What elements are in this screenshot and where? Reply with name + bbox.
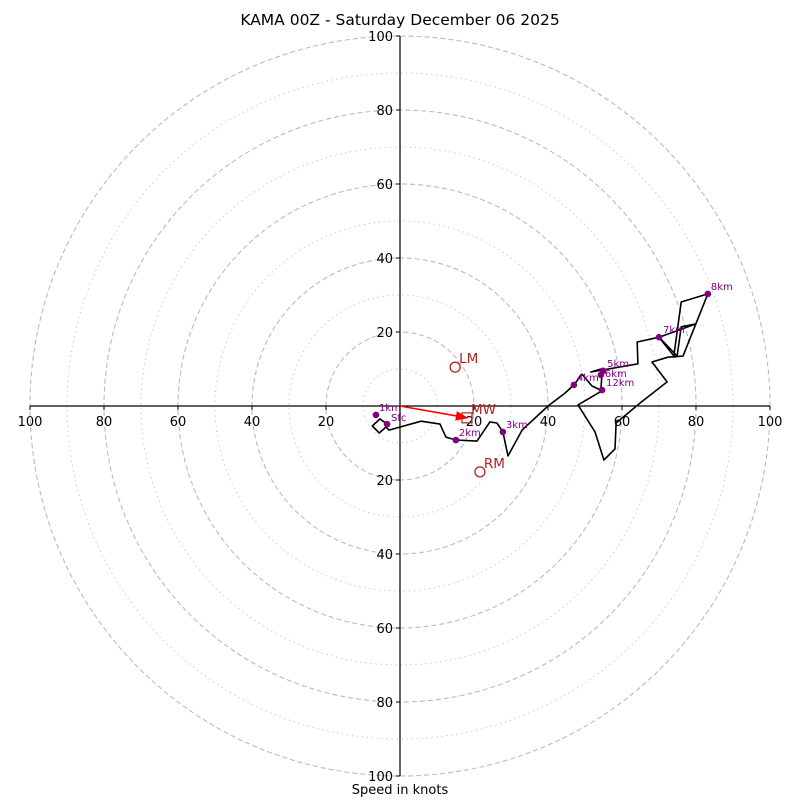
- height-marker-12km: [598, 386, 606, 394]
- axis-ticks: 100 80 60 40 20 20 40 60 80 100 100 80 60 40 20 20 40 60 8…: [18, 30, 783, 785]
- height-label-6km: 6km: [605, 369, 627, 380]
- x-axis-label: Speed in knots: [351, 783, 449, 798]
- height-marker-4km: [570, 381, 578, 389]
- x-tick-label: 40: [244, 415, 261, 430]
- x-tick-label: 20: [466, 415, 483, 430]
- height-label-4km: 4km: [577, 373, 599, 384]
- height-label-7km: 7km: [663, 325, 685, 336]
- y-tick-label: 80: [376, 104, 393, 119]
- y-tick-label: 20: [376, 474, 393, 489]
- y-tick-label: 100: [368, 30, 393, 45]
- height-label-5km: 5km: [607, 359, 629, 370]
- x-tick-label: 80: [688, 415, 705, 430]
- chart-title: KAMA 00Z - Saturday December 06 2025: [240, 11, 560, 29]
- y-tick-label: 60: [376, 622, 393, 637]
- storm-label-RM: RM: [484, 456, 505, 472]
- y-tick-label: 80: [376, 696, 393, 711]
- height-marker-7km: [655, 333, 663, 341]
- storm-marker-LM: [449, 361, 461, 373]
- height-marker-2km: [452, 436, 460, 444]
- x-tick-label: 100: [758, 415, 783, 430]
- x-tick-label: 40: [540, 415, 557, 430]
- storm-label-MW: MW: [471, 402, 496, 418]
- mean-wind-arrow: [399, 405, 469, 421]
- storm-marker-RM: [474, 466, 486, 478]
- height-marker-3km: [499, 428, 507, 436]
- storm-motion-markers: LM RM MW: [449, 351, 505, 478]
- profile-trace: [371, 293, 709, 461]
- height-marker-6km: [597, 371, 605, 379]
- x-tick-label: 20: [318, 415, 335, 430]
- height-label-8km: 8km: [711, 282, 733, 293]
- x-tick-label: 60: [170, 415, 187, 430]
- profile-trace-group: [371, 293, 709, 461]
- height-label-3km: 3km: [506, 420, 528, 431]
- height-label-Sfc: Sfc: [391, 413, 406, 424]
- x-tick-label: 60: [614, 415, 631, 430]
- height-marker-8km: [704, 290, 712, 298]
- y-tick-label: 40: [376, 548, 393, 563]
- y-tick-label: 40: [376, 252, 393, 267]
- x-tick-label: 80: [96, 415, 113, 430]
- mean-wind-vector-group: [399, 405, 469, 421]
- storm-label-LM: LM: [459, 351, 478, 367]
- storm-marker-MW: [461, 412, 473, 424]
- height-label-1km: 1km: [379, 403, 401, 414]
- height-label-12km: 12km: [606, 378, 634, 389]
- y-tick-label: 60: [376, 178, 393, 193]
- height-marker-Sfc: [383, 420, 391, 428]
- y-tick-label: 100: [368, 770, 393, 785]
- y-tick-label: 20: [376, 326, 393, 341]
- x-tick-label: 100: [18, 415, 43, 430]
- height-label-2km: 2km: [459, 428, 481, 439]
- height-marker-1km: [372, 411, 380, 419]
